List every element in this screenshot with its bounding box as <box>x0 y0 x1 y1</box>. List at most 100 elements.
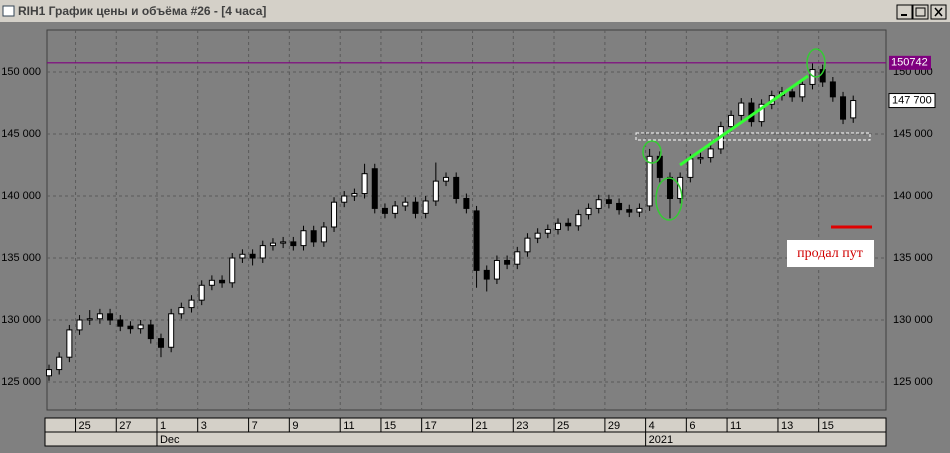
candle-body <box>453 176 460 199</box>
candle-body <box>86 318 93 321</box>
candle-body <box>107 313 114 321</box>
candle-body <box>300 230 307 247</box>
window-title: RIH1 График цены и объёма #26 - [4 часа] <box>18 4 266 18</box>
candle-body <box>504 259 511 265</box>
candle-body <box>117 319 124 327</box>
candle-body <box>208 279 215 286</box>
candle-body <box>829 81 836 98</box>
y-tick-label: 130 000 <box>1 314 41 326</box>
candle-body <box>493 259 500 280</box>
candle-body <box>483 269 490 280</box>
candle-body <box>341 195 348 203</box>
last-price-box <box>888 93 936 109</box>
candle-body <box>728 114 735 128</box>
plot: 125 000 125 000 130 000 130 000 135 000 135 0… <box>1 30 936 446</box>
y-tick-label-right: 140 000 <box>893 190 933 202</box>
candle-body <box>443 176 450 182</box>
x-tick-label: 11 <box>730 420 741 432</box>
minimize-button[interactable] <box>896 4 913 20</box>
candle-body <box>188 299 195 309</box>
candle-body <box>514 251 521 265</box>
highlight-ellipse <box>655 177 683 221</box>
note-text: продал пут <box>797 246 863 261</box>
candle-body <box>147 324 154 340</box>
candle-body <box>259 245 266 259</box>
x-tick-label: 9 <box>292 420 298 432</box>
candle-body <box>473 210 480 271</box>
candle-body <box>758 103 765 123</box>
x-tick-label: 23 <box>516 420 528 432</box>
candle-body <box>463 197 470 209</box>
candle-body <box>127 325 134 330</box>
x-tick-label: 1 <box>160 420 166 432</box>
candle-body <box>371 168 378 209</box>
month-label: Dec <box>160 434 180 446</box>
x-tick-label: 27 <box>119 420 131 432</box>
candle-body <box>137 324 144 330</box>
candle-body <box>290 241 297 247</box>
title-bar <box>0 0 950 22</box>
x-tick-label: 15 <box>384 420 396 432</box>
candle-body <box>524 237 531 253</box>
candle-body <box>269 242 276 247</box>
plot-area <box>46 29 887 411</box>
candle-body <box>565 222 572 227</box>
date-axis-row <box>44 417 887 433</box>
candle-body <box>412 201 419 214</box>
x-tick-label: 4 <box>649 420 655 432</box>
x-tick-label: 7 <box>252 420 258 432</box>
candle-body <box>799 83 806 98</box>
candle-body <box>351 193 358 197</box>
x-tick-label: 3 <box>201 420 207 432</box>
y-tick-label: 145 000 <box>1 128 41 140</box>
close-icon <box>934 7 943 17</box>
maximize-icon <box>915 7 926 17</box>
candle-body <box>280 241 287 244</box>
candle-body <box>605 199 612 204</box>
candle-body <box>738 102 745 116</box>
candle-body <box>646 155 653 207</box>
candle-body <box>666 176 673 199</box>
x-tick-label: 21 <box>476 420 488 432</box>
candle-body <box>229 257 236 284</box>
highlight-ellipse <box>642 140 662 164</box>
y-tick-label-right: 135 000 <box>893 252 933 264</box>
window-icon <box>2 5 15 17</box>
candle-body <box>96 313 103 320</box>
candle-body <box>432 180 439 202</box>
candle-body <box>361 173 368 195</box>
candle-body <box>555 222 561 230</box>
candle-body <box>626 209 633 213</box>
candle-body <box>402 201 409 207</box>
drawings: продал пут <box>635 48 874 267</box>
x-tick-label: 17 <box>425 420 437 432</box>
level-label: 150742 <box>891 57 928 69</box>
candle-body <box>249 253 256 259</box>
last-price-label: 147 700 <box>892 94 932 106</box>
candle-body <box>392 205 399 214</box>
candle-body <box>157 338 164 348</box>
candle-body <box>707 148 714 159</box>
x-tick-label: 25 <box>557 420 569 432</box>
y-tick-label-right: 125 000 <box>893 376 933 388</box>
candle-body <box>840 96 847 120</box>
y-tick-label: 135 000 <box>1 252 41 264</box>
x-tick-label: 11 <box>343 420 354 432</box>
zone-rectangle <box>635 132 871 141</box>
candle-body <box>320 226 327 243</box>
candle-body <box>534 232 541 239</box>
month-axis-row <box>44 431 887 447</box>
x-tick-label: 25 <box>79 420 91 432</box>
y-tick-label-right: 145 000 <box>893 128 933 140</box>
candle-body <box>850 100 857 119</box>
candle-body <box>381 207 388 214</box>
candle-body <box>219 279 226 284</box>
candle-body <box>789 91 796 98</box>
note-box <box>787 240 874 267</box>
window-buttons[interactable] <box>896 4 947 20</box>
candle-body <box>239 253 246 259</box>
candle-body <box>168 313 175 348</box>
maximize-button[interactable] <box>912 4 929 20</box>
level-label-box <box>889 55 931 70</box>
